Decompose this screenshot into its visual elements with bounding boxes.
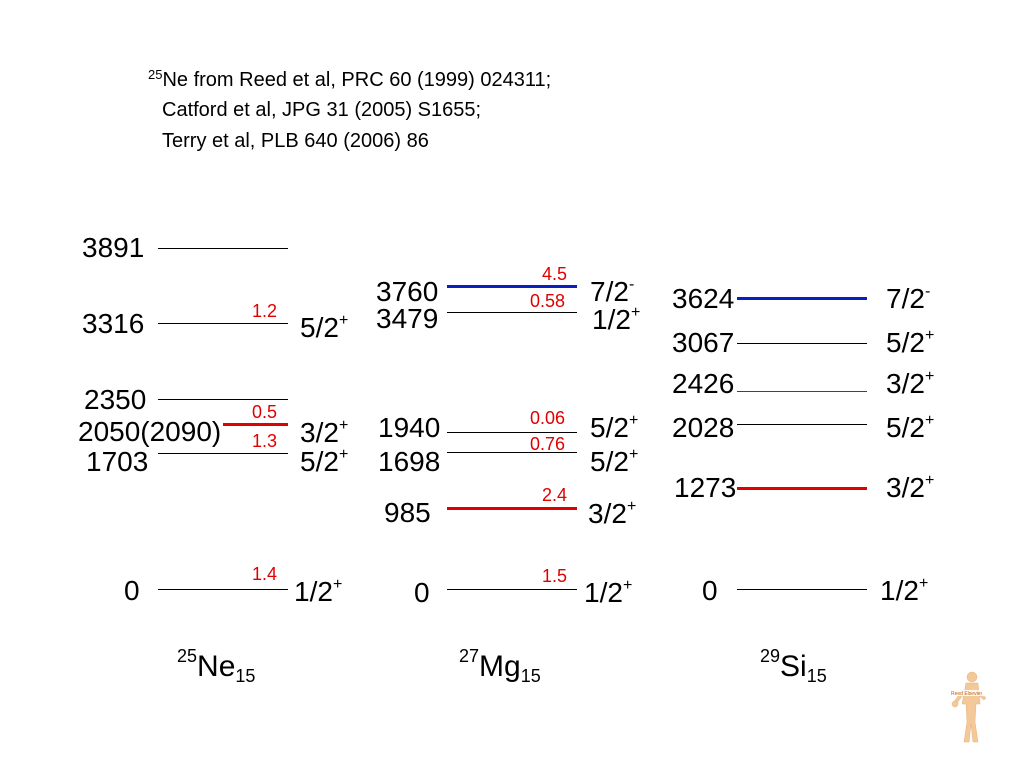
si-level-3624 — [737, 297, 867, 300]
ne-level-0 — [158, 589, 288, 590]
ne-spin-3316: 5/2+ — [300, 312, 349, 343]
svg-text:Reed Elsevier: Reed Elsevier — [951, 691, 982, 697]
mg-energy-3760: 3760 — [376, 276, 439, 307]
si-spin-3067: 5/2+ — [886, 327, 935, 358]
mg-sf-1698: 0.76 — [530, 434, 566, 454]
mg-energy-0: 0 — [414, 577, 430, 608]
si-energy-0: 0 — [702, 575, 718, 606]
si-spin-2028: 5/2+ — [886, 412, 935, 443]
mg-sf-1940: 0.06 — [530, 408, 566, 428]
mg-energy-985: 985 — [384, 497, 431, 528]
mg-spin-1698: 5/2+ — [590, 446, 639, 477]
si-level-3067 — [737, 343, 867, 344]
ne-sf-2350: 0.5 — [252, 402, 278, 422]
si-energy-2028: 2028 — [672, 412, 735, 443]
mg-energy-1940: 1940 — [378, 412, 441, 443]
mg-level-3760 — [447, 285, 577, 288]
si-level-2426 — [737, 391, 867, 392]
mg-spin-985: 3/2+ — [588, 498, 637, 529]
ne-energy-3891: 3891 — [82, 232, 145, 263]
si-spin-1273: 3/2+ — [886, 472, 935, 503]
ne-spin-2050: 3/2+ — [300, 417, 349, 448]
mg-sf-3760: 4.5 — [542, 264, 568, 284]
ne-energy-2050: 2050(2090) — [78, 416, 224, 447]
ne-energy-2350: 2350 — [84, 384, 147, 415]
mg-level-1940 — [447, 432, 577, 433]
si-level-1273 — [737, 487, 867, 490]
mg-nucleus-label: 27Mg15 — [459, 646, 541, 686]
ne-sf-0: 1.4 — [252, 564, 278, 584]
mg-level-0 — [447, 589, 577, 590]
ne-energy-1703: 1703 — [86, 446, 149, 477]
mg-spin-3479: 1/2+ — [592, 304, 641, 335]
mg-level-3479 — [447, 312, 577, 313]
reference-line-1: 25Ne from Reed et al, PRC 60 (1999) 0243… — [148, 67, 552, 91]
si-nucleus-label: 29Si15 — [760, 646, 827, 686]
mg-energy-3479: 3479 — [376, 303, 439, 334]
ne-level-1703 — [158, 453, 288, 454]
si-energy-3624: 3624 — [672, 283, 735, 314]
mg-level-1698 — [447, 452, 577, 453]
ne-level-3891 — [158, 248, 288, 249]
si-energy-2426: 2426 — [672, 368, 735, 399]
mg-spin-0: 1/2+ — [584, 577, 633, 608]
ne-spin-1703: 5/2+ — [300, 446, 349, 477]
si-energy-3067: 3067 — [672, 327, 735, 358]
si-energy-1273: 1273 — [674, 472, 737, 503]
mg-level-985 — [447, 507, 577, 510]
si-level-0 — [737, 589, 867, 590]
ne-nucleus-label: 25Ne15 — [177, 646, 256, 686]
ne-energy-3316: 3316 — [82, 308, 145, 339]
ne-energy-0: 0 — [124, 575, 140, 606]
reference-line-2: Catford et al, JPG 31 (2005) S1655; — [162, 99, 482, 121]
mg-sf-3479: 0.58 — [530, 291, 566, 311]
ne-sf-2050: 1.3 — [252, 431, 278, 451]
si-spin-0: 1/2+ — [880, 575, 929, 606]
si-level-2028 — [737, 424, 867, 425]
ne-spin-0: 1/2+ — [294, 576, 343, 607]
mg-sf-985: 2.4 — [542, 485, 568, 505]
ne-sf-3316: 1.2 — [252, 301, 278, 321]
reference-line-3: Terry et al, PLB 640 (2006) 86 — [162, 130, 429, 152]
ne-level-2350 — [158, 399, 288, 400]
figure-logo-icon: Reed Elsevier — [948, 668, 992, 744]
mg-energy-1698: 1698 — [378, 446, 441, 477]
si-spin-2426: 3/2+ — [886, 368, 935, 399]
ne-level-3316 — [158, 323, 288, 324]
si-spin-3624: 7/2- — [886, 283, 931, 314]
mg-spin-1940: 5/2+ — [590, 412, 639, 443]
mg-spin-3760: 7/2- — [590, 276, 635, 307]
mg-sf-0: 1.5 — [542, 566, 568, 586]
